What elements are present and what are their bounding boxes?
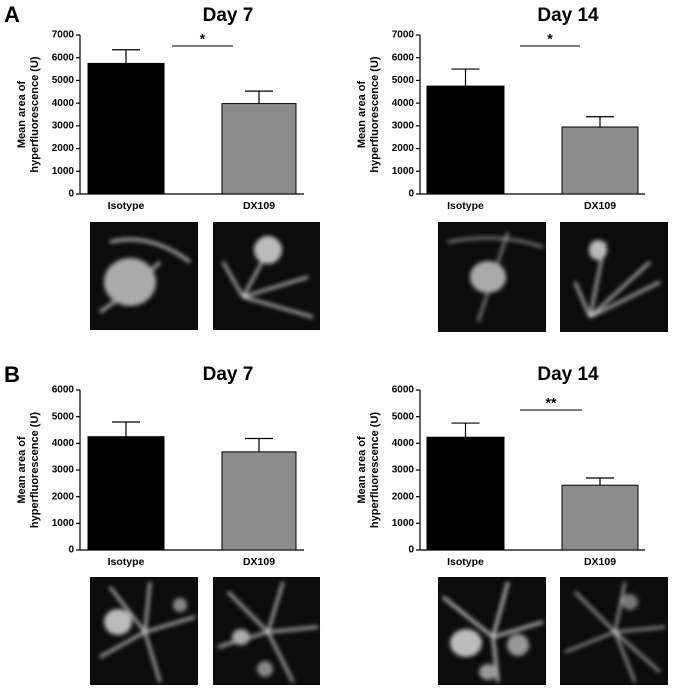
x-tick-label: DX109 [584,556,616,568]
fundus-image [213,222,320,330]
x-tick-label: DX109 [243,556,275,568]
y-tick-label: 6000 [52,52,75,63]
x-tick-label: Isotype [108,556,145,568]
y-tick-label: 2000 [392,143,415,154]
bar [221,103,297,195]
y-tick-label: 6000 [392,52,415,63]
x-tick-label: Isotype [108,200,145,212]
x-tick-label: Isotype [447,556,484,568]
bar-chart: Day 7 Mean area of hyperfluorescence (U) 0 1… [16,364,304,568]
y-axis-label: hyperfluorescence (U) [29,412,41,528]
bar [561,484,639,551]
chart-title: Day 7 [203,364,254,385]
y-tick-label: 3000 [392,465,415,476]
bar [426,436,505,551]
bar [426,85,505,195]
y-tick-label: 4000 [392,98,415,109]
y-tick-label: 6000 [392,385,415,396]
fundus-image [90,577,198,685]
x-tick-label: DX109 [243,200,275,212]
bar [87,62,165,195]
y-tick-label: 5000 [392,75,415,86]
fundus-image [438,222,546,332]
y-tick-label: 2000 [392,491,415,502]
x-tick-label: DX109 [584,200,616,212]
y-tick-label: 3000 [392,120,415,131]
y-tick-label: 5000 [52,75,75,86]
bar-chart: Day 14 Mean area of hyperfluorescence (U) 0… [356,5,645,212]
y-axis-label: hyperfluorescence (U) [369,412,381,528]
y-axis-label: Mean area of [16,436,28,504]
bar [221,451,297,551]
y-axis-label: Mean area of [356,81,368,149]
y-tick-label: 4000 [52,438,75,449]
y-axis-label: Mean area of [356,436,368,504]
y-axis-label: hyperfluorescence (U) [369,56,381,172]
chart-title: Day 14 [537,364,599,385]
chart-title: Day 14 [537,5,599,26]
y-tick-label: 0 [68,189,74,200]
y-tick-label: 1000 [392,518,415,529]
fundus-image [438,577,546,685]
bar [561,126,639,195]
y-tick-label: 3000 [52,465,75,476]
y-tick-label: 7000 [392,30,415,41]
y-tick-label: 5000 [392,411,415,422]
fundus-image [560,577,668,685]
y-tick-label: 2000 [52,143,75,154]
significance-label: * [547,31,553,47]
y-tick-label: 1000 [392,166,415,177]
fundus-image [90,222,198,330]
y-tick-label: 4000 [52,98,75,109]
y-tick-label: 0 [408,545,414,556]
y-tick-label: 1000 [52,166,75,177]
chart-title: Day 7 [203,5,254,26]
panel-label: A [4,2,20,27]
y-tick-label: 7000 [52,30,75,41]
bar-chart: Day 14 Mean area of hyperfluorescence (U) 0… [356,364,645,568]
y-tick-label: 2000 [52,491,75,502]
x-tick-label: Isotype [447,200,484,212]
bar [87,436,165,551]
y-tick-label: 5000 [52,411,75,422]
fundus-image [213,577,320,685]
fundus-image [560,222,668,332]
y-tick-label: 4000 [392,438,415,449]
y-tick-label: 0 [408,189,414,200]
y-tick-label: 6000 [52,385,75,396]
significance-label: ** [546,395,557,411]
panel-label: B [4,362,20,387]
y-tick-label: 0 [68,545,74,556]
y-axis-label: Mean area of [16,81,28,149]
y-tick-label: 1000 [52,518,75,529]
y-tick-label: 3000 [52,120,75,131]
bar-chart: Day 7 Mean area of hyperfluorescence (U) 0 1… [16,5,304,212]
significance-label: * [200,31,206,47]
y-axis-label: hyperfluorescence (U) [29,56,41,172]
